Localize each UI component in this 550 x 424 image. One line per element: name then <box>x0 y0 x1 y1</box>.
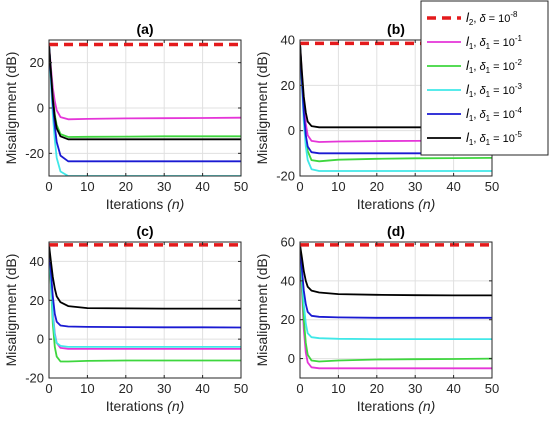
series-line-d1e4 <box>49 244 241 329</box>
x-tick-label: 40 <box>446 179 460 194</box>
x-tick-label: 20 <box>370 179 384 194</box>
legend-entry-d1e3: l1, δ1 = 10-3 <box>466 82 522 99</box>
x-tick-label: 40 <box>195 381 209 396</box>
series-line-d1e2 <box>300 244 492 363</box>
panel-title: (b) <box>387 21 405 37</box>
x-tick-label: 40 <box>446 381 460 396</box>
axes-box <box>299 241 493 379</box>
y-axis-label: Misalignment (dB) <box>3 254 19 367</box>
y-tick-label: 20 <box>30 293 44 308</box>
y-tick-label: 20 <box>30 55 44 70</box>
series-line-d1e3 <box>300 244 492 341</box>
x-axis-label: Iterations (n) <box>106 196 185 212</box>
legend-entry-l2: l2, δ = 10-8 <box>466 10 518 27</box>
legend: l2, δ = 10-8 l1, δ1 = 10-1 l1, δ1 = 10-2 l1… <box>420 0 549 156</box>
legend-entry-d1e5: l1, δ1 = 10-5 <box>466 130 522 147</box>
x-tick-label: 10 <box>80 179 94 194</box>
x-tick-label: 40 <box>195 179 209 194</box>
legend-box <box>420 0 549 156</box>
y-tick-label: 40 <box>30 254 44 269</box>
series-group <box>300 243 492 370</box>
x-tick-label: 10 <box>80 381 94 396</box>
y-tick-label: -20 <box>25 146 44 161</box>
series-line-d1e5 <box>49 44 241 141</box>
plot-area <box>49 242 241 378</box>
x-tick-label: 30 <box>408 179 422 194</box>
panel-a: 0 10 20 30 40 50 -20 0 20 (a) Iterations (n) Misali… <box>3 21 248 212</box>
y-tick-label: 0 <box>288 351 295 366</box>
x-tick-label: 30 <box>157 179 171 194</box>
panel-d: 0 10 20 30 40 50 0 20 40 60 (d) Iterations (n) Misal… <box>254 223 499 414</box>
series-group <box>49 42 241 176</box>
x-tick-label: 30 <box>157 381 171 396</box>
panel-title: (a) <box>136 21 153 37</box>
x-tick-label: 50 <box>234 179 248 194</box>
x-tick-label: 20 <box>370 381 384 396</box>
x-tick-label: 0 <box>296 179 303 194</box>
x-tick-label: 10 <box>331 381 345 396</box>
x-tick-label: 50 <box>485 179 499 194</box>
y-axis-label: Misalignment (dB) <box>254 52 270 165</box>
y-axis-label: Misalignment (dB) <box>3 52 19 165</box>
panel-title: (d) <box>387 223 405 239</box>
x-tick-label: 20 <box>119 179 133 194</box>
y-tick-label: -20 <box>25 371 44 386</box>
y-axis-label: Misalignment (dB) <box>254 254 270 367</box>
axes-box <box>48 241 242 379</box>
y-tick-label: 0 <box>37 332 44 347</box>
series-line-d1e3 <box>49 244 241 348</box>
x-tick-label: 0 <box>296 381 303 396</box>
series-line-d1e5 <box>300 244 492 297</box>
y-tick-label: 20 <box>281 78 295 93</box>
plot-area <box>300 242 492 378</box>
x-axis-label: Iterations (n) <box>357 398 436 414</box>
x-axis-label: Iterations (n) <box>106 398 185 414</box>
x-axis-label: Iterations (n) <box>357 196 436 212</box>
legend-entry-d1e1: l1, δ1 = 10-1 <box>466 34 522 51</box>
series-line-d1e5 <box>49 244 241 310</box>
y-tick-label: 0 <box>288 123 295 138</box>
x-tick-label: 0 <box>45 381 52 396</box>
y-tick-label: 60 <box>281 235 295 250</box>
x-tick-label: 30 <box>408 381 422 396</box>
y-tick-label: 40 <box>281 33 295 48</box>
x-tick-label: 20 <box>119 381 133 396</box>
x-tick-label: 0 <box>45 179 52 194</box>
x-tick-label: 50 <box>485 381 499 396</box>
panel-title: (c) <box>136 223 153 239</box>
x-tick-label: 10 <box>331 179 345 194</box>
y-tick-label: 20 <box>281 312 295 327</box>
x-tick-label: 50 <box>234 381 248 396</box>
y-tick-label: -20 <box>276 169 295 184</box>
legend-entry-d1e4: l1, δ1 = 10-4 <box>466 106 522 123</box>
legend-entry-d1e2: l1, δ1 = 10-2 <box>466 58 522 75</box>
series-group <box>49 243 241 363</box>
y-tick-label: 0 <box>37 101 44 116</box>
series-line-d1e4 <box>300 244 492 319</box>
y-tick-label: 40 <box>281 273 295 288</box>
